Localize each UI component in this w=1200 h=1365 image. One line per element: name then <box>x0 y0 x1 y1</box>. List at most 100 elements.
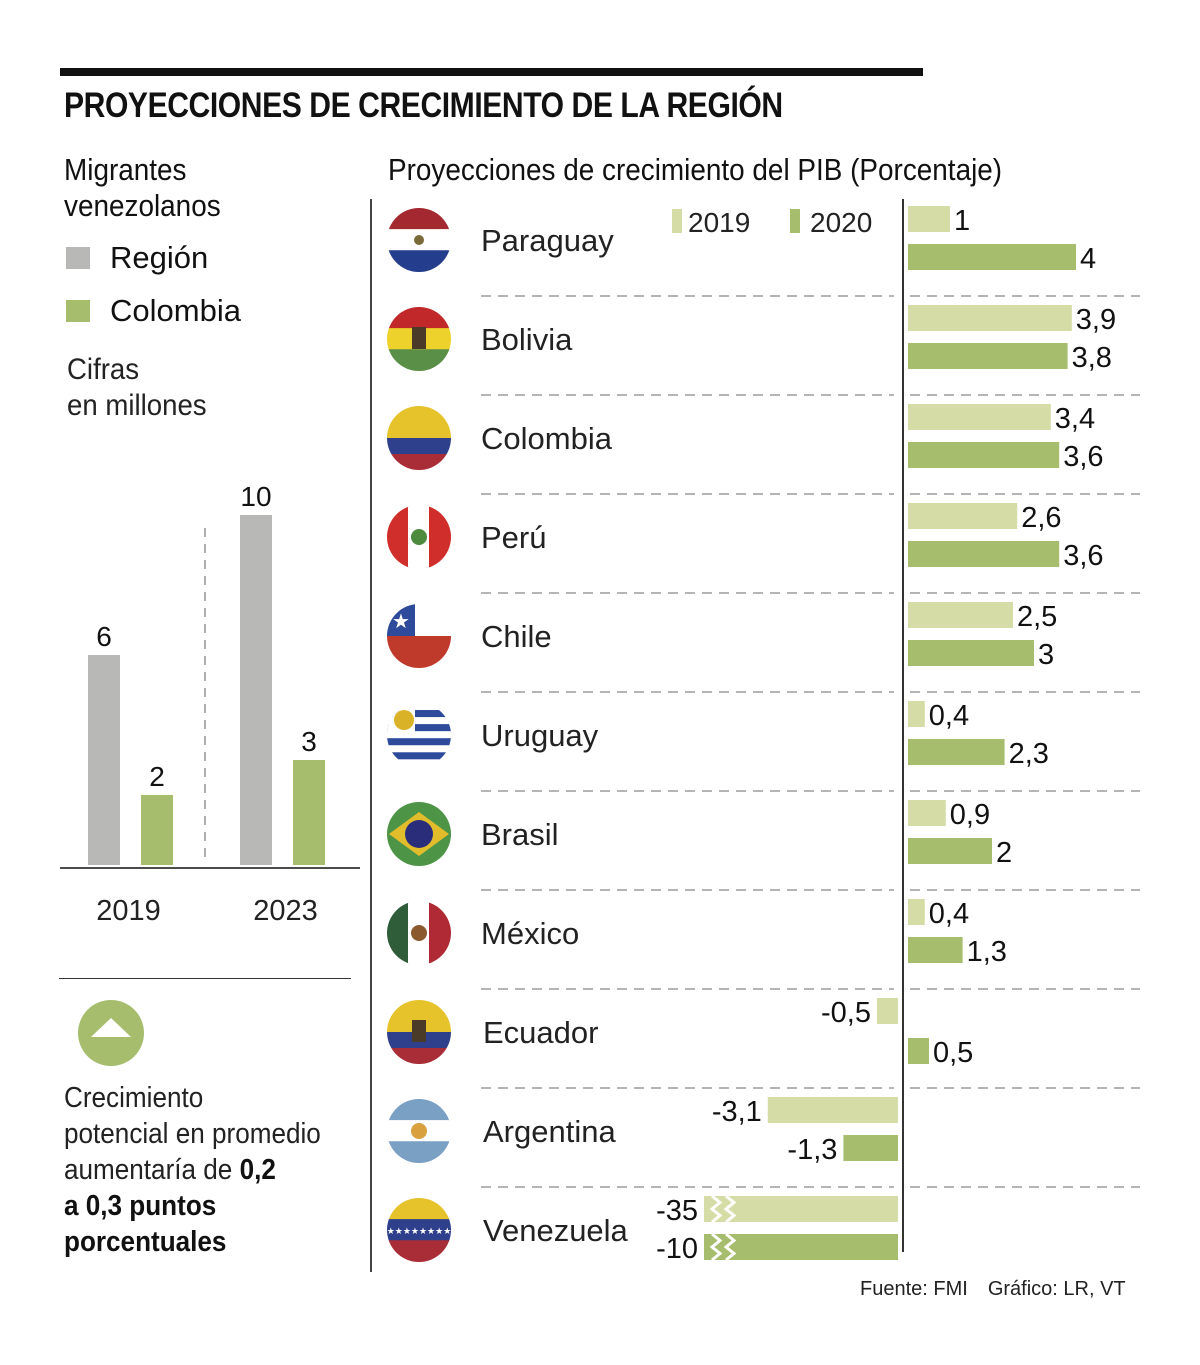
bar-región-2023 <box>240 515 272 865</box>
country-label: Paraguay <box>481 223 614 258</box>
country-label: Bolivia <box>481 322 573 357</box>
ecuador-flag-icon <box>387 1000 451 1064</box>
bar-value-label: 3 <box>301 726 317 757</box>
bolivia-flag-icon <box>387 307 451 371</box>
bar-2020-uruguay <box>908 739 1005 765</box>
uruguay-flag-icon <box>387 703 451 767</box>
growth-note-line3-normal: aumentaría de <box>64 1154 240 1186</box>
bar-2020-chile <box>908 640 1034 666</box>
bar-value-label: 3,6 <box>1063 540 1103 572</box>
main-title: PROYECCIONES DE CRECIMIENTO DE LA REGIÓN <box>64 86 783 125</box>
bar-value-label: 3,6 <box>1063 441 1103 473</box>
mexico-flag-icon <box>387 901 451 965</box>
bar-value-label: -1,3 <box>787 1134 837 1166</box>
units-note: Cifras en millones <box>67 352 207 424</box>
chile-flag-icon: ★ <box>387 604 451 668</box>
bar-value-label: 3,4 <box>1055 403 1095 435</box>
credit-label: Gráfico: LR, VT <box>987 1278 1126 1300</box>
country-label: Venezuela <box>483 1213 629 1248</box>
legend-swatch-colombia <box>66 300 90 322</box>
growth-note-line1: Crecimiento <box>64 1082 204 1114</box>
legend-label-2020: 2020 <box>810 207 872 238</box>
units-note-line2: en millones <box>67 389 207 422</box>
left-divider <box>59 978 351 979</box>
bar-value-label: 1,3 <box>967 936 1007 968</box>
bar-value-label: 10 <box>240 481 271 512</box>
bar-2019-ecuador <box>877 998 898 1024</box>
source-label: Fuente: FMI <box>860 1278 968 1300</box>
bar-2019-peru <box>908 503 1018 529</box>
bar-value-label: 0,4 <box>929 700 969 732</box>
bar-value-label: 2,6 <box>1021 502 1061 534</box>
bar-2020-paraguay <box>908 244 1076 270</box>
bar-value-label: 0,4 <box>929 898 969 930</box>
bar-value-label: 4 <box>1080 243 1096 275</box>
bar-2019-mexico <box>908 899 925 925</box>
footer: Fuente: FMI Gráfico: LR, VT <box>860 1278 1126 1301</box>
svg-text:★★★★★★★★: ★★★★★★★★ <box>387 1226 452 1236</box>
legend-swatch-2020 <box>790 209 800 233</box>
x-tick-label: 2023 <box>253 895 318 927</box>
bar-value-label: 1 <box>954 205 970 237</box>
axis-break-icon <box>709 1232 737 1262</box>
panel-separator-line <box>370 199 372 1272</box>
bar-2019-uruguay <box>908 701 925 727</box>
bar-colombia-2019 <box>141 795 173 865</box>
bar-value-label: -0,5 <box>821 997 871 1029</box>
argentina-flag-icon <box>387 1099 451 1163</box>
growth-note-line3-bold: 0,2 <box>239 1154 276 1186</box>
growth-note-line5-bold: porcentuales <box>64 1226 227 1258</box>
colombia-flag-icon <box>387 406 451 470</box>
bar-value-label: 2 <box>996 837 1012 869</box>
bar-value-label: 3,9 <box>1076 304 1116 336</box>
bar-value-label: 6 <box>96 621 112 652</box>
bar-value-label: 2,5 <box>1017 601 1057 633</box>
legend-label-2019: 2019 <box>688 207 750 238</box>
units-note-line1: Cifras <box>67 353 140 386</box>
bar-2020-argentina <box>843 1135 898 1161</box>
bar-value-label: 2 <box>149 761 165 792</box>
bar-2019-paraguay <box>908 206 950 232</box>
bar-value-label: -35 <box>656 1195 698 1227</box>
growth-note-line2: potencial en promedio <box>64 1118 321 1150</box>
bar-2020-bolivia <box>908 343 1068 369</box>
peru-flag-icon <box>387 505 451 569</box>
top-rule <box>60 68 923 76</box>
growth-note-line4: a 0,3 puntos <box>64 1188 321 1224</box>
legend-swatch-region <box>66 247 90 269</box>
bar-2020-colombia <box>908 442 1060 468</box>
bar-2019-argentina <box>767 1097 898 1123</box>
x-tick-label: 2019 <box>96 895 161 927</box>
up-triangle-glyph <box>91 1018 131 1037</box>
bar-2020-venezuela <box>704 1234 898 1260</box>
axis-break-icon <box>709 1194 737 1224</box>
venezuela-flag-icon: ★★★★★★★★ <box>387 1198 452 1262</box>
bar-2020-mexico <box>908 937 963 963</box>
svg-text:★: ★ <box>392 611 410 633</box>
gdp-growth-bar-chart: 2019 2020 Paraguay 1 4 Bolivia 3,9 3,8 Colombia 3… <box>387 199 1140 1265</box>
bar-value-label: 0,5 <box>933 1037 973 1069</box>
brazil-flag-icon <box>387 802 451 866</box>
bar-2020-peru <box>908 541 1060 567</box>
legend-label-region: Región <box>110 240 209 275</box>
up-triangle-icon <box>78 1000 144 1066</box>
legend-item-colombia: Colombia <box>66 293 241 329</box>
bar-región-2019 <box>88 655 120 865</box>
bar-value-label: 3 <box>1038 639 1054 671</box>
paraguay-flag-icon <box>387 208 451 272</box>
migrants-title-line1: Migrantes <box>64 152 187 187</box>
legend-swatch-2019 <box>672 209 682 233</box>
bar-value-label: 3,8 <box>1072 342 1112 374</box>
country-label: Ecuador <box>483 1015 598 1050</box>
country-label: Chile <box>481 619 552 654</box>
bar-value-label: 0,9 <box>950 799 990 831</box>
migrants-title-line2: venezolanos <box>64 188 221 223</box>
gdp-chart-title: Proyecciones de crecimiento del PIB (Por… <box>388 152 1003 187</box>
country-label: Argentina <box>483 1114 616 1149</box>
country-label: Brasil <box>481 817 559 852</box>
growth-note-line5: porcentuales <box>64 1224 321 1260</box>
growth-note-line4-bold: a 0,3 puntos <box>64 1190 217 1222</box>
bar-value-label: -10 <box>656 1233 698 1265</box>
legend-label-colombia: Colombia <box>110 293 241 328</box>
bar-colombia-2023 <box>293 760 325 865</box>
